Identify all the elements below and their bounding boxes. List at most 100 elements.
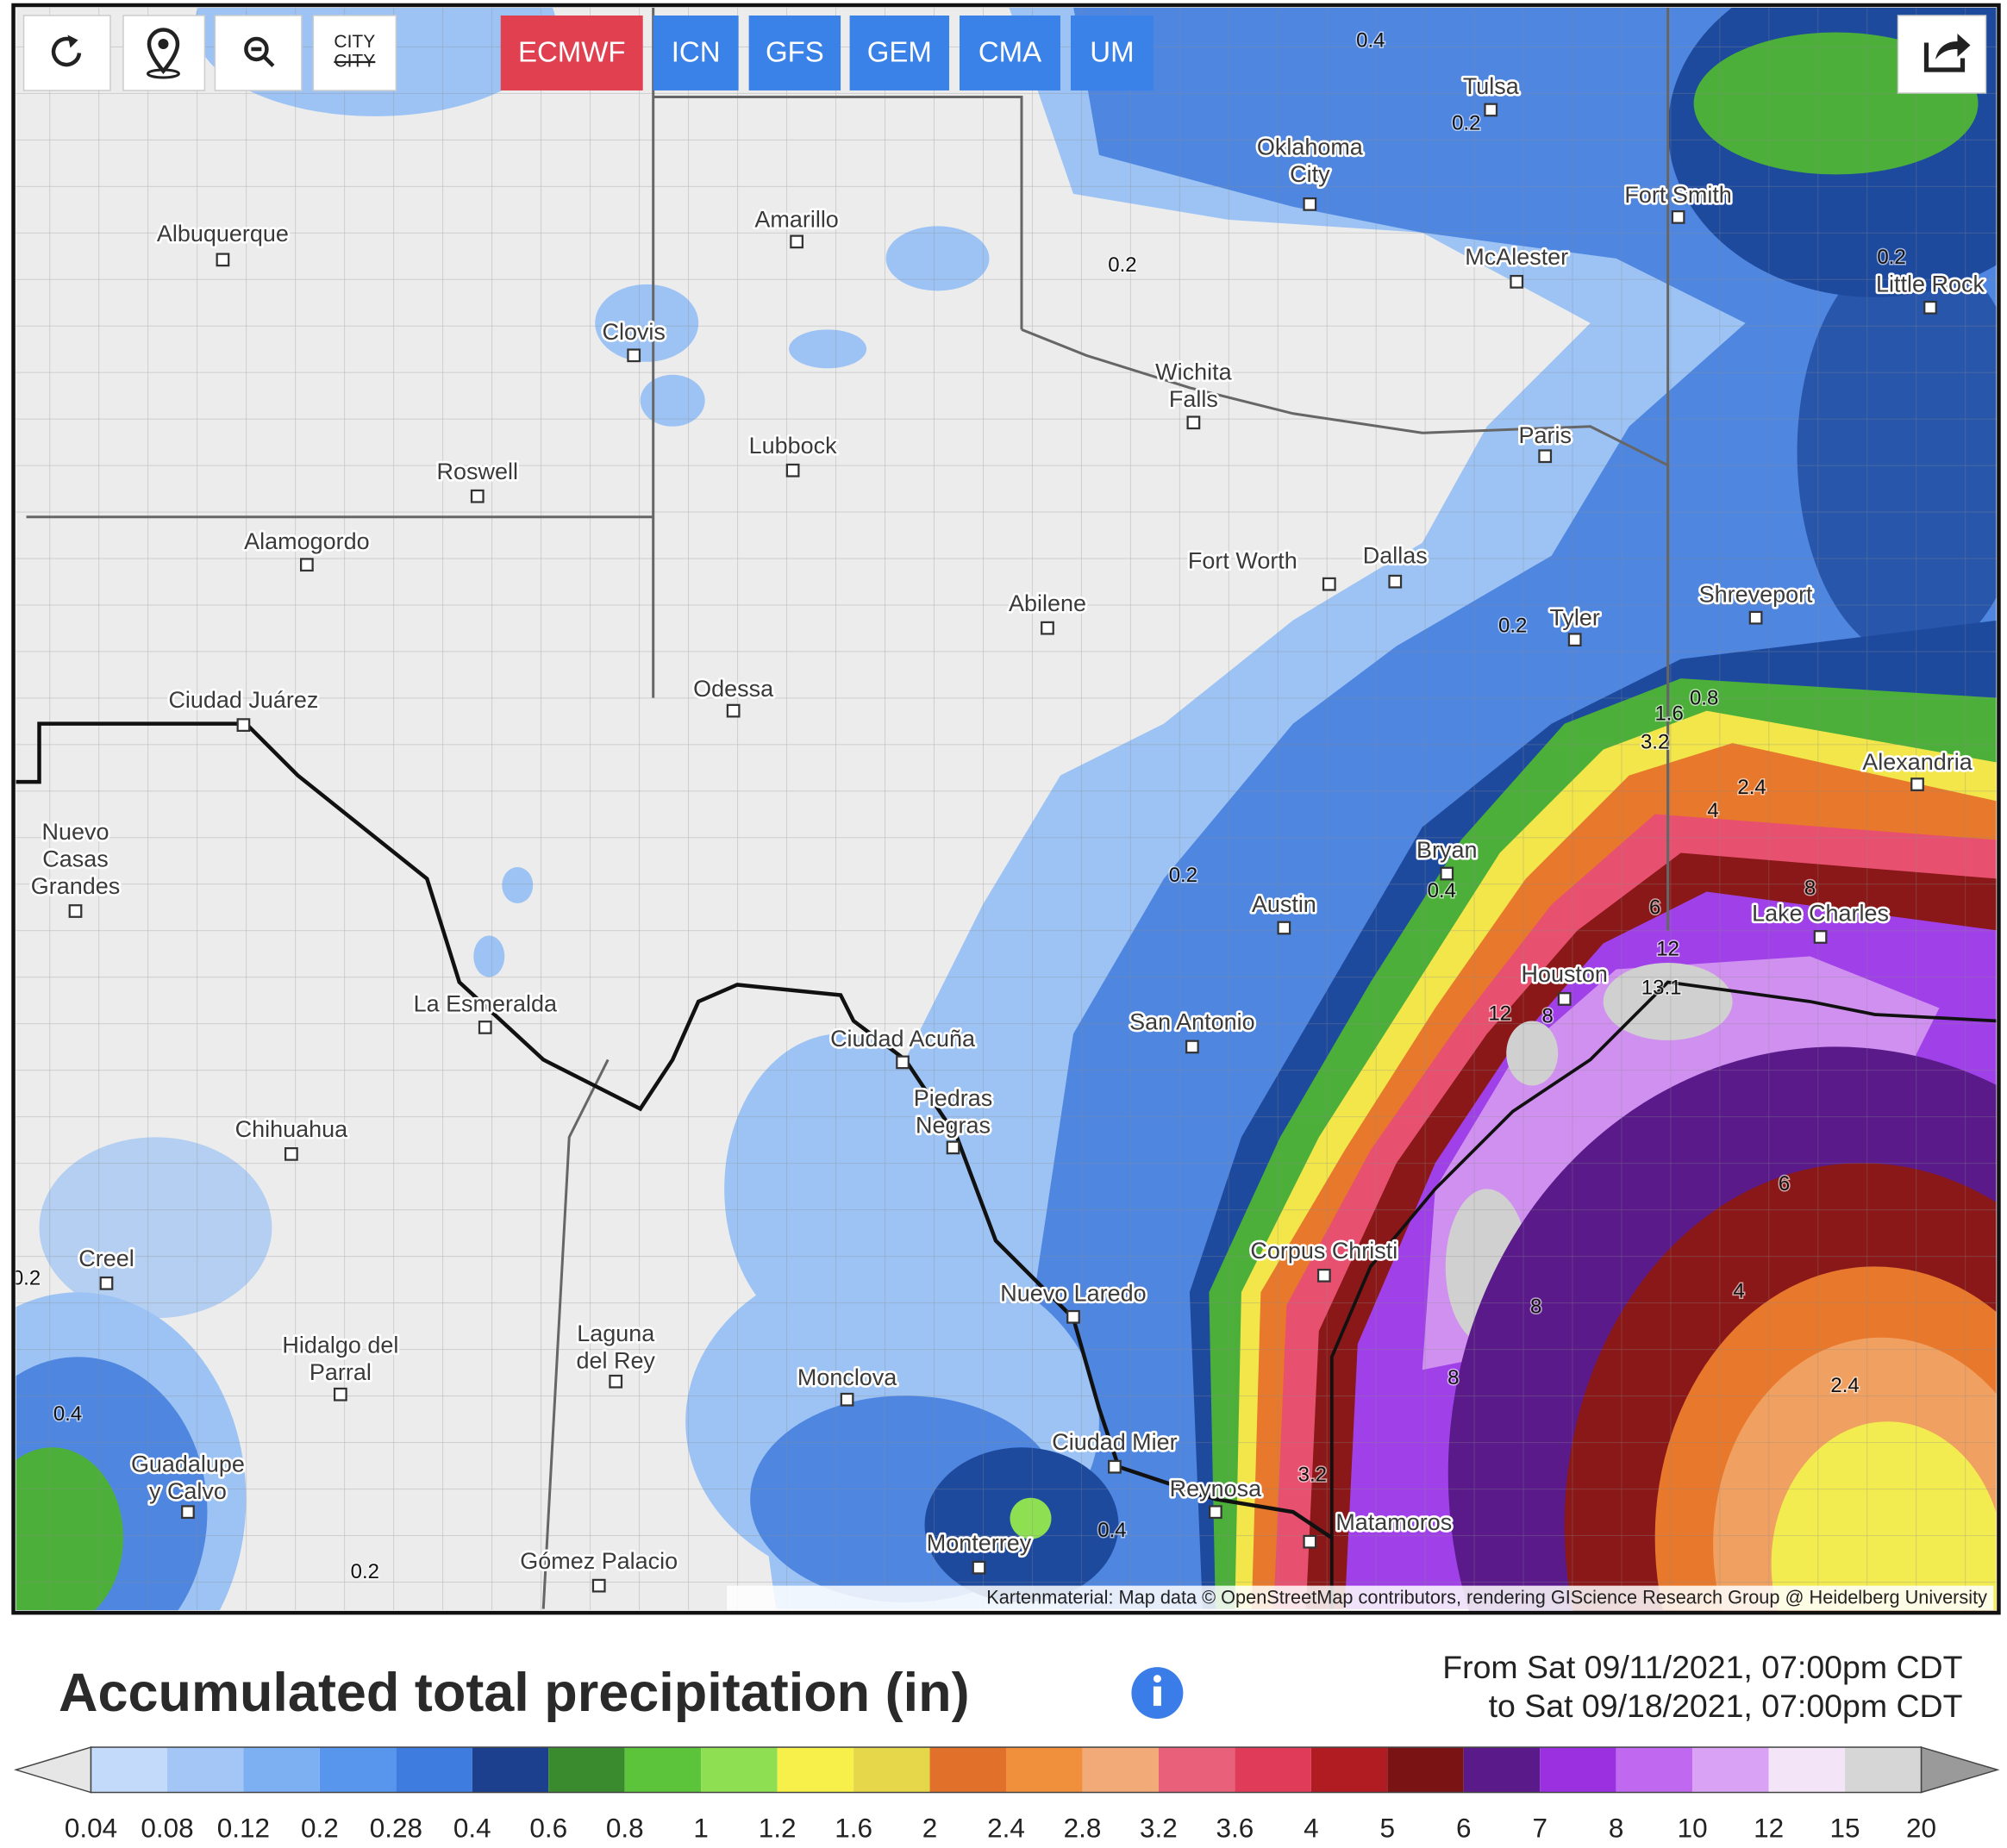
city[interactable]: Creel [77, 1243, 136, 1290]
colorbar-label: 0.8 [606, 1813, 644, 1843]
city[interactable]: Paris [1516, 420, 1574, 464]
model-tab[interactable]: ECMWF [500, 15, 643, 91]
model-tab-label: CMA [978, 36, 1041, 68]
model-tab-background [960, 15, 1060, 91]
city[interactable]: Tulsa [1460, 71, 1521, 117]
city[interactable]: Clovis [600, 316, 668, 363]
reload-button[interactable] [22, 15, 111, 91]
city-marker [1484, 103, 1498, 117]
contour-labels: 0.4 0.2 0.2 0.2 0.2 1.6 0.8 3.2 2.4 4 0.2 0.4 8 6 12 13… [16, 28, 1908, 1585]
coastline [1329, 980, 1997, 1609]
city-label: Nuevo [42, 819, 109, 845]
city-marker [216, 253, 230, 267]
city[interactable]: Fort Smith [1622, 179, 1734, 224]
city[interactable]: Lubbock [747, 430, 840, 478]
city-marker [1303, 197, 1317, 211]
city[interactable]: Ciudad Mier [1050, 1427, 1179, 1474]
colorbar-swatch [1310, 1747, 1388, 1793]
city[interactable]: Monclova [795, 1362, 899, 1407]
location-button[interactable] [122, 15, 206, 91]
city[interactable]: Nuevo Laredo [998, 1278, 1148, 1324]
city[interactable]: Tyler [1547, 602, 1603, 647]
city-label: Wichita [1155, 359, 1231, 384]
colorbar-swatch [166, 1747, 244, 1793]
model-tab-background [653, 15, 739, 91]
city[interactable]: Houston [1519, 958, 1610, 1006]
city[interactable]: Shreveport [1697, 579, 1816, 625]
city[interactable]: Lake Charles [1749, 898, 1891, 944]
city-marker [726, 703, 741, 718]
city[interactable]: Bryan [1414, 835, 1479, 881]
city-marker [840, 1392, 854, 1407]
city[interactable]: La Esmeralda [411, 989, 560, 1034]
city-marker [896, 1055, 910, 1070]
model-tab-background [849, 15, 950, 91]
zoom-button[interactable] [214, 15, 303, 91]
share-button[interactable] [1897, 15, 1987, 94]
city-label: City [1290, 161, 1330, 187]
city-label: Monterrey [927, 1530, 1032, 1556]
info-button[interactable] [1131, 1667, 1184, 1720]
county-lines [16, 7, 1997, 1611]
city[interactable]: San Antonio [1128, 1007, 1257, 1054]
city-label: Shreveport [1699, 581, 1813, 607]
city-label: Oklahoma [1257, 134, 1363, 160]
city-marker [1322, 577, 1336, 591]
colorbar-label: 8 [1609, 1813, 1624, 1843]
city[interactable]: Matamoros [1303, 1507, 1454, 1549]
city-label: Austin [1252, 891, 1316, 917]
city[interactable]: Ciudad Acuña [828, 1023, 978, 1070]
city[interactable]: Alamogordo [242, 526, 372, 572]
colorbar-label: 3.6 [1216, 1813, 1254, 1843]
city[interactable]: McAlester [1463, 241, 1571, 289]
city[interactable]: Ciudad Juárez [166, 685, 321, 732]
city-marker [1671, 210, 1685, 224]
city-label: Ciudad Mier [1052, 1429, 1177, 1455]
model-tab[interactable]: ICN [653, 15, 739, 91]
city[interactable]: Gómez Palacio [518, 1545, 680, 1593]
city-marker [627, 348, 641, 363]
city[interactable]: Alexandria [1860, 747, 1974, 791]
city-label: Ciudad Juárez [168, 687, 318, 713]
city[interactable]: Abilene [1006, 588, 1089, 635]
country-border [16, 721, 1334, 1540]
model-tab[interactable]: UM [1070, 15, 1154, 91]
map-frame [11, 3, 2001, 1615]
city[interactable]: Reynosa [1167, 1473, 1264, 1520]
colorbar-label: 0.04 [65, 1813, 117, 1843]
city-marker [68, 904, 83, 918]
contour-label: 0.4 [1356, 28, 1385, 52]
colorbar-swatch [1845, 1747, 1922, 1793]
city[interactable]: Austin [1249, 890, 1318, 935]
city[interactable]: Amarillo [753, 204, 841, 249]
city-label: Alexandria [1862, 749, 1972, 775]
city[interactable]: Roswell [435, 456, 521, 503]
city[interactable]: Fort Worth [1185, 546, 1336, 591]
city-marker [790, 234, 803, 249]
city-label: Fort Worth [1188, 547, 1297, 573]
city-label: Hidalgo del [282, 1332, 398, 1358]
model-tab[interactable]: GFS [748, 15, 841, 91]
city-label: San Antonio [1129, 1009, 1254, 1035]
contour-label: 4 [1707, 799, 1718, 822]
city[interactable]: Monterrey [924, 1527, 1034, 1575]
city[interactable]: Dallas [1360, 540, 1429, 589]
city[interactable]: Corpus Christi [1248, 1235, 1400, 1283]
city-marker [1813, 930, 1828, 944]
city[interactable]: Chihuahua [233, 1114, 350, 1161]
city[interactable]: Albuquerque [154, 218, 291, 267]
model-tab[interactable]: GEM [849, 15, 950, 91]
city-button[interactable]: CITY CITY [312, 15, 397, 91]
city[interactable]: Odessa [691, 673, 776, 718]
city-label: Gómez Palacio [520, 1548, 678, 1574]
city[interactable]: Little Rock [1873, 269, 1987, 315]
model-tab[interactable]: CMA [960, 15, 1060, 91]
